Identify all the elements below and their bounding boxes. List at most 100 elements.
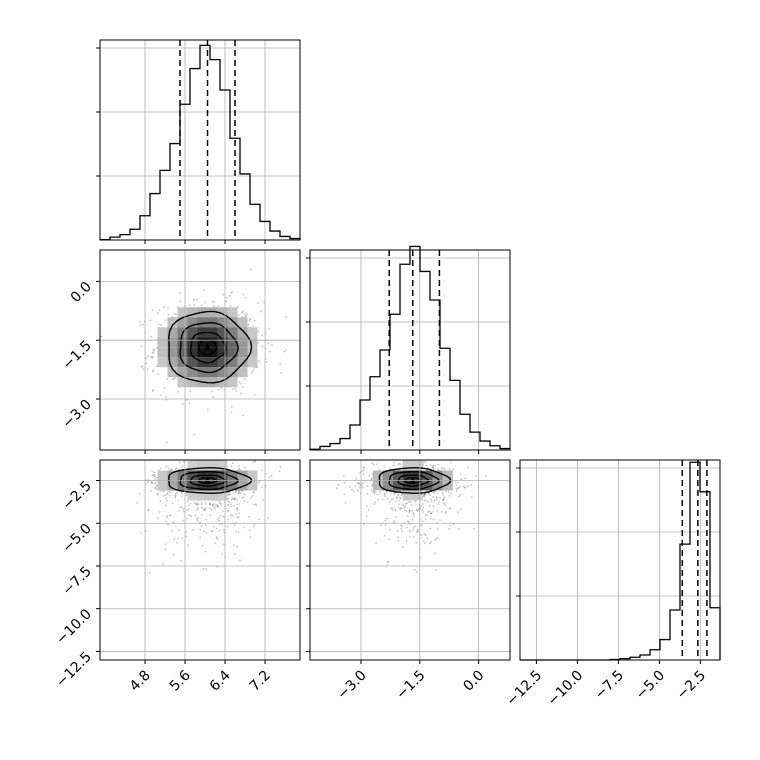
density-32-point — [423, 495, 426, 498]
density-31-point — [165, 516, 168, 519]
density-31-point — [164, 497, 167, 500]
ytick-label-row1-2: −3.0 — [59, 397, 94, 432]
density-32-point — [368, 474, 371, 477]
density-31-point — [174, 494, 177, 497]
density-32-point — [386, 564, 388, 567]
density-21-point — [283, 350, 285, 353]
density-32-point — [383, 493, 386, 496]
density-32-point — [414, 568, 416, 571]
density-21-density-cell — [247, 337, 258, 348]
density-32-point — [443, 468, 446, 470]
density-32-point — [392, 461, 395, 464]
density-31-point — [227, 491, 230, 494]
density-32-point — [397, 540, 400, 543]
hist-1-bar-4 — [140, 216, 150, 240]
density-31-point — [165, 499, 168, 502]
density-32-point — [455, 490, 458, 492]
density-31-point — [228, 501, 231, 504]
density-32-point — [422, 506, 425, 509]
density-32-density-cell — [412, 490, 423, 501]
density-32-point — [412, 514, 415, 517]
density-21-point — [235, 389, 237, 392]
xtick-label-col1-1: −1.5 — [393, 668, 428, 703]
density-31-point — [188, 504, 190, 506]
density-31-point — [216, 538, 219, 540]
density-21-density-cell — [187, 357, 198, 368]
density-21-density-cell — [247, 347, 258, 358]
density-31-point — [216, 537, 218, 540]
density-31-point — [219, 515, 222, 517]
density-21-point — [151, 390, 154, 392]
density-32-point — [420, 533, 423, 536]
density-21-point — [157, 323, 160, 326]
density-32-point — [428, 504, 431, 507]
density-32-point — [445, 490, 447, 493]
density-31-point — [227, 510, 230, 513]
density-31-point — [177, 499, 180, 502]
density-31-point — [196, 502, 199, 504]
density-21-point — [171, 378, 174, 381]
density-31-point — [237, 516, 240, 519]
density-32-point — [443, 502, 446, 505]
density-32-point — [437, 469, 440, 471]
density-31-point — [200, 501, 203, 504]
density-31-point — [177, 509, 180, 512]
density-31-point — [174, 492, 177, 495]
density-21-point — [243, 378, 246, 381]
density-32-point — [375, 542, 378, 544]
hist-1-bar-2 — [120, 235, 130, 240]
density-31-point — [233, 498, 236, 500]
density-31-point — [235, 508, 238, 510]
density-21-point — [279, 372, 282, 374]
density-31-point — [241, 490, 244, 493]
density-32-point — [426, 511, 429, 513]
density-32-point — [423, 499, 426, 502]
density-31-point — [159, 467, 162, 470]
density-31-point — [199, 528, 202, 531]
density-32-point — [379, 490, 382, 493]
density-32-point — [396, 494, 399, 497]
density-32-point — [430, 512, 433, 515]
density-31-point — [218, 502, 221, 504]
density-21-point — [158, 309, 161, 312]
density-31-density-cell — [197, 460, 208, 471]
density-32-point — [470, 483, 473, 486]
density-21-density-cell — [217, 367, 228, 378]
density-21-density-cell — [177, 337, 188, 348]
density-21-point — [151, 355, 154, 358]
ytick-label-row2-3: −10.0 — [53, 606, 95, 648]
density-31-point — [212, 503, 214, 506]
density-31-point — [204, 508, 206, 511]
density-21-density-cell — [187, 377, 198, 388]
density-21-point — [188, 304, 191, 307]
density-32-point — [443, 504, 446, 506]
density-32-point — [421, 520, 424, 522]
density-31-point — [221, 510, 224, 513]
hist-2-bar-3 — [340, 439, 350, 450]
density-21-point — [140, 366, 143, 368]
xtick-label-col2-0: −12.5 — [504, 668, 546, 710]
density-21-point — [285, 349, 288, 352]
hist-1-bar-5 — [150, 194, 160, 240]
ytick-label-row1-1: −1.5 — [59, 338, 94, 373]
density-21-point — [166, 378, 169, 381]
density-32-point — [342, 474, 345, 477]
density-31-point — [166, 492, 169, 494]
density-31-point — [204, 503, 207, 505]
density-21-point — [140, 345, 143, 348]
density-32-point — [397, 464, 400, 466]
density-31-point — [151, 474, 154, 476]
density-32-point — [465, 486, 467, 489]
density-32-point — [415, 531, 418, 533]
density-31-point — [182, 510, 185, 513]
hist-1-bar-11 — [210, 60, 220, 240]
density-21-density-cell — [157, 327, 168, 338]
density-32-point — [448, 527, 450, 530]
density-21-point — [257, 341, 259, 344]
density-31-point — [155, 488, 158, 491]
density-21-point — [160, 323, 163, 326]
xtick-label-col1-2: 0.0 — [460, 668, 487, 695]
density-31-point — [196, 516, 199, 519]
density-32-point — [401, 546, 404, 549]
density-32-point — [460, 478, 463, 481]
